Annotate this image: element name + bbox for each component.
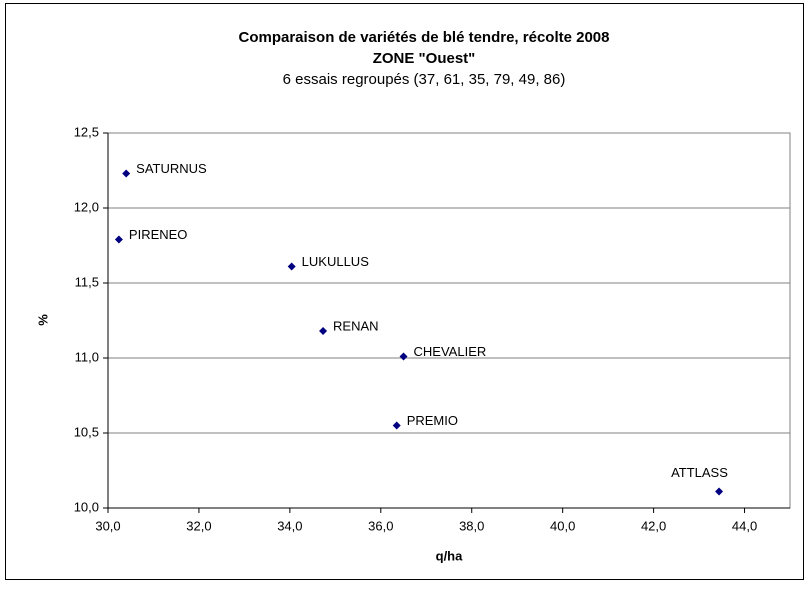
y-tick-label: 12,0 bbox=[74, 199, 99, 214]
point bbox=[319, 327, 328, 335]
point-label: PREMIO bbox=[407, 413, 458, 428]
x-tick-label: 36,0 bbox=[368, 518, 393, 533]
point bbox=[715, 487, 724, 496]
x-tick-label: 42,0 bbox=[641, 518, 666, 533]
point-label: PIRENEO bbox=[129, 227, 188, 242]
plot-area bbox=[107, 132, 791, 509]
point-label: CHEVALIER bbox=[414, 344, 487, 359]
chart-title: ZONE "Ouest" bbox=[373, 50, 476, 67]
x-tick-label: 44,0 bbox=[732, 518, 757, 533]
x-axis-label: q/ha bbox=[436, 548, 463, 563]
y-axis-label: % bbox=[35, 314, 50, 326]
y-tick-label: 10,5 bbox=[74, 424, 99, 439]
point-label: LUKULLUS bbox=[302, 254, 370, 269]
point-label: SATURNUS bbox=[136, 161, 207, 176]
point bbox=[287, 262, 296, 271]
y-tick-label: 10,0 bbox=[74, 499, 99, 514]
x-tick-label: 38,0 bbox=[459, 518, 484, 533]
y-tick-label: 12,5 bbox=[74, 124, 99, 139]
point-label: RENAN bbox=[333, 318, 379, 333]
y-tick-label: 11,5 bbox=[75, 274, 99, 289]
y-tick-label: 11,0 bbox=[75, 349, 99, 364]
chart-subtitle: 6 essais regroupés (37, 61, 35, 79, 49, … bbox=[283, 71, 566, 88]
x-tick-label: 30,0 bbox=[95, 518, 120, 533]
point bbox=[399, 352, 408, 361]
point bbox=[392, 421, 401, 430]
x-tick-label: 32,0 bbox=[186, 518, 211, 533]
x-tick-label: 40,0 bbox=[550, 518, 575, 533]
chart-title: Comparaison de variétés de blé tendre, r… bbox=[239, 29, 610, 46]
point-label: ATTLASS bbox=[671, 465, 728, 480]
x-tick-label: 34,0 bbox=[277, 518, 302, 533]
point bbox=[114, 235, 123, 244]
point bbox=[122, 169, 131, 178]
